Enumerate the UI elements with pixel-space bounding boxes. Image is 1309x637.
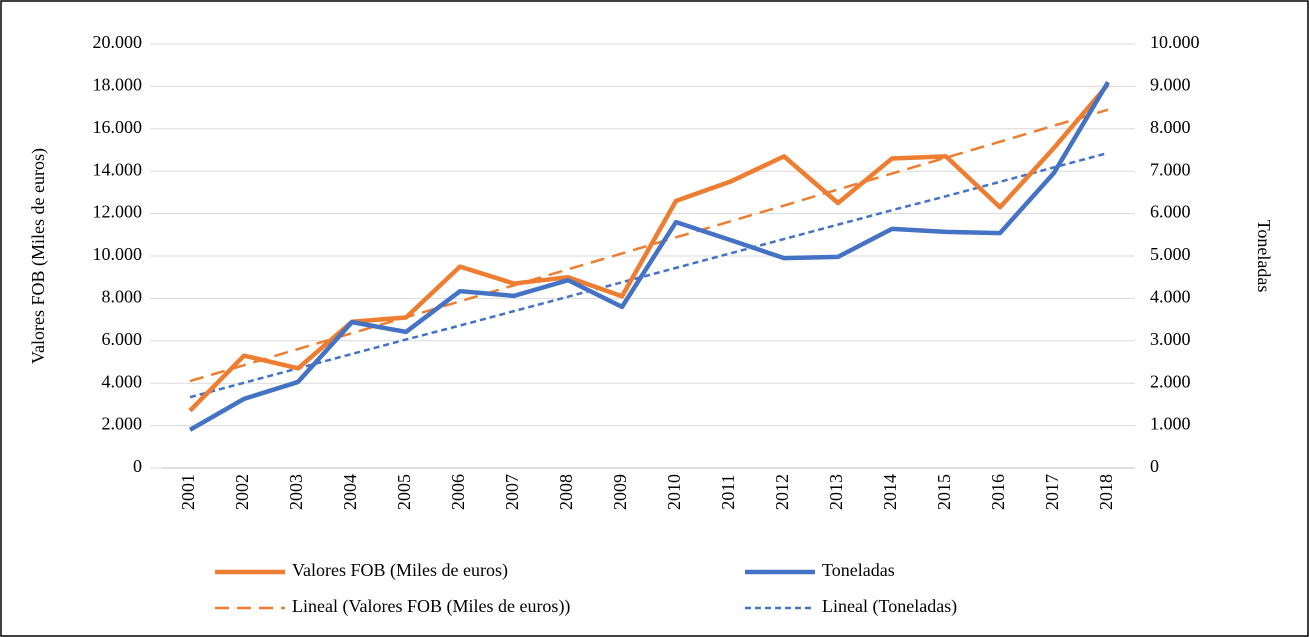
x-tick-label: 2001 xyxy=(178,474,198,510)
x-tick-label: 2014 xyxy=(880,474,900,510)
y-tick-label: 12.000 xyxy=(93,202,143,222)
y2-axis-label: Toneladas xyxy=(1254,220,1274,293)
x-tick-label: 2017 xyxy=(1042,474,1062,510)
series-line xyxy=(189,151,1109,399)
y2-tick-label: 2.000 xyxy=(1150,371,1191,391)
y-tick-label: 2.000 xyxy=(102,414,143,434)
y2-tick-label: 8.000 xyxy=(1150,117,1191,137)
series-line xyxy=(189,108,1109,383)
y2-tick-label: 5.000 xyxy=(1150,244,1191,264)
y-tick-label: 18.000 xyxy=(93,75,143,95)
x-tick-label: 2013 xyxy=(826,474,846,510)
series-line xyxy=(188,81,1110,432)
legend-label: Lineal (Toneladas) xyxy=(822,596,957,617)
y-tick-label: 8.000 xyxy=(102,287,143,307)
x-tick-label: 2016 xyxy=(988,474,1008,510)
x-tick-label: 2012 xyxy=(772,474,792,510)
y2-tick-label: 4.000 xyxy=(1150,287,1191,307)
y-tick-label: 20.000 xyxy=(93,32,143,52)
y2-tick-label: 0 xyxy=(1150,456,1159,476)
x-tick-label: 2008 xyxy=(556,474,576,510)
legend-label: Lineal (Valores FOB (Miles de euros)) xyxy=(292,596,570,617)
x-tick-label: 2011 xyxy=(718,474,738,509)
y-tick-label: 4.000 xyxy=(102,371,143,391)
x-tick-label: 2007 xyxy=(502,474,522,510)
x-tick-label: 2018 xyxy=(1096,474,1116,510)
y-tick-label: 14.000 xyxy=(93,159,143,179)
y-tick-label: 10.000 xyxy=(93,244,143,264)
y2-tick-label: 6.000 xyxy=(1150,202,1191,222)
y-tick-label: 0 xyxy=(133,456,142,476)
y2-tick-label: 1.000 xyxy=(1150,414,1191,434)
x-tick-label: 2010 xyxy=(664,474,684,510)
x-tick-label: 2015 xyxy=(934,474,954,510)
x-tick-label: 2003 xyxy=(286,474,306,510)
x-tick-label: 2006 xyxy=(448,474,468,510)
x-tick-label: 2005 xyxy=(394,474,414,510)
x-tick-label: 2009 xyxy=(610,474,630,510)
y2-tick-label: 3.000 xyxy=(1150,329,1191,349)
y2-tick-label: 10.000 xyxy=(1150,32,1200,52)
legend-label: Toneladas xyxy=(822,560,895,580)
legend-label: Valores FOB (Miles de euros) xyxy=(292,560,508,581)
y-tick-label: 16.000 xyxy=(93,117,143,137)
x-tick-label: 2004 xyxy=(340,474,360,510)
y-tick-label: 6.000 xyxy=(102,329,143,349)
x-tick-label: 2002 xyxy=(232,474,252,510)
y-axis-label: Valores FOB (Miles de euros) xyxy=(28,148,49,364)
y2-tick-label: 9.000 xyxy=(1150,75,1191,95)
y2-tick-label: 7.000 xyxy=(1150,159,1191,179)
